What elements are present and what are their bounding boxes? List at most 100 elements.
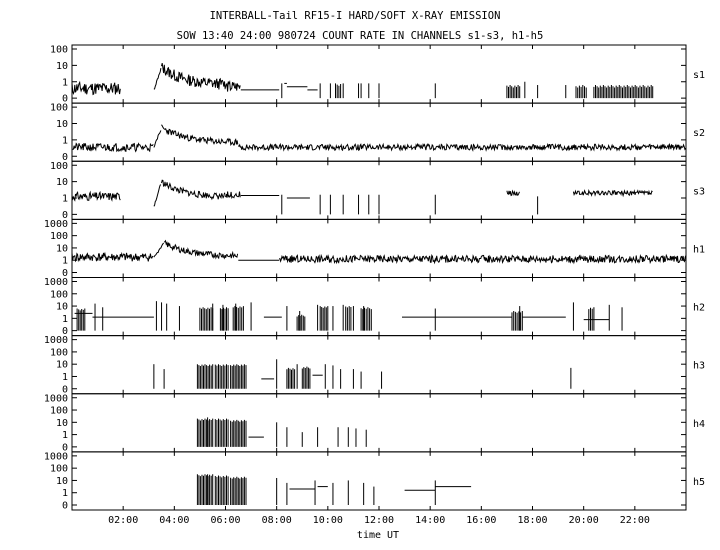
series-trace-s1 [161, 62, 226, 90]
y-tick-label: 1 [62, 135, 68, 146]
burst-block-h2 [588, 307, 595, 331]
y-tick-label: 0 [62, 152, 68, 163]
series-trace-s1 [71, 80, 121, 96]
series-trace-s3 [225, 191, 241, 200]
series-trace-s3 [71, 190, 121, 202]
x-tick-label: 02:00 [108, 515, 138, 526]
y-tick-label: 0 [62, 442, 68, 453]
panel-frame [71, 218, 687, 278]
y-tick-label: 1 [62, 488, 68, 499]
panel-frame [71, 451, 687, 511]
panel-name: s3 [693, 186, 705, 197]
y-tick-label: 100 [50, 231, 68, 242]
x-tick-label: 18:00 [517, 515, 547, 526]
burst-block-h3 [286, 367, 296, 389]
panel-name: h4 [693, 419, 705, 430]
series-trace-s1 [153, 68, 162, 90]
y-tick-label: 1000 [44, 335, 68, 346]
y-tick-label: 1 [62, 372, 68, 383]
y-tick-label: 1000 [44, 393, 68, 404]
burst-block-h4 [214, 418, 229, 447]
x-tick-label: 20:00 [569, 515, 599, 526]
x-tick-label: 12:00 [364, 515, 394, 526]
y-tick-label: 1000 [44, 219, 68, 230]
burst-block-h2 [296, 314, 306, 331]
chart-title: INTERBALL-Tail RF15-I HARD/SOFT X-RAY EM… [210, 10, 501, 22]
y-tick-label: 100 [50, 103, 68, 114]
y-tick-label: 10 [56, 418, 68, 429]
burst-block-h4 [230, 419, 247, 447]
y-tick-label: 10 [56, 360, 68, 371]
panel-frame [71, 102, 687, 162]
series-trace-s2 [237, 142, 687, 152]
y-tick-label: 0 [62, 94, 68, 105]
burst-block-h3 [196, 364, 214, 389]
series-trace-s2 [153, 130, 162, 148]
y-tick-label: 1 [62, 77, 68, 88]
burst-block-s1 [575, 85, 587, 99]
burst-block-s1 [506, 85, 521, 99]
y-tick-label: 100 [50, 161, 68, 172]
y-tick-label: 0 [62, 384, 68, 395]
burst-block-h5 [214, 475, 229, 505]
series-trace-s1 [225, 79, 241, 92]
x-axis: 02:00 04:00 06:00 08:00 10:00 12:00 14:00 16:00… [108, 515, 650, 526]
panel-name: s1 [693, 70, 705, 81]
x-tick-label: 04:00 [159, 515, 189, 526]
burst-block-h2 [360, 307, 372, 331]
chart-subtitle: SOW 13:40 24:00 980724 COUNT RATE IN CHA… [177, 30, 544, 42]
y-tick-label: 1 [62, 256, 68, 267]
panel-name: h5 [693, 477, 705, 488]
y-tick-label: 0 [62, 210, 68, 221]
y-tick-label: 100 [50, 464, 68, 475]
series-trace-s2 [71, 142, 154, 153]
burst-block-h3 [214, 364, 229, 389]
panel-name: h3 [693, 361, 705, 372]
burst-block-h2 [199, 307, 214, 331]
series-trace-s2 [161, 124, 239, 147]
panel-s2: 0 1 10 100 s2 [50, 102, 705, 163]
y-tick-label: 100 [50, 289, 68, 300]
panel-s1: 0 1 10 100 s1 [50, 44, 705, 105]
burst-block-h3 [230, 364, 247, 389]
series-trace-h1 [163, 239, 239, 260]
y-tick-label: 0 [62, 501, 68, 512]
burst-block-h3 [301, 366, 311, 389]
y-tick-label: 1 [62, 430, 68, 441]
series-trace-h1 [71, 251, 154, 263]
x-axis-label: time UT [357, 530, 399, 541]
y-tick-label: 10 [56, 302, 68, 313]
panel-name: h2 [693, 303, 705, 314]
burst-block-s1 [335, 83, 342, 99]
x-tick-label: 16:00 [466, 515, 496, 526]
y-tick-label: 1000 [44, 451, 68, 462]
burst-block-h2 [319, 306, 329, 331]
series-trace-h1 [278, 253, 687, 265]
panel-stack: 0110100s10110100s20110100s301101001000h1… [44, 44, 705, 512]
burst-block-h2 [232, 306, 244, 331]
y-tick-label: 10 [56, 243, 68, 254]
series-trace-s3 [506, 189, 520, 197]
y-tick-label: 1000 [44, 277, 68, 288]
panel-name: h1 [693, 244, 705, 255]
burst-block-h2 [345, 306, 352, 331]
panel-frame [71, 393, 687, 453]
y-tick-label: 0 [62, 268, 68, 279]
burst-block-h2 [219, 307, 229, 331]
y-tick-label: 10 [56, 119, 68, 130]
series-trace-h1 [153, 242, 165, 258]
burst-block-h4 [196, 418, 214, 447]
x-tick-label: 06:00 [210, 515, 240, 526]
panel-name: s2 [693, 128, 705, 139]
burst-block-h5 [230, 476, 247, 505]
x-tick-label: 22:00 [620, 515, 650, 526]
y-tick-label: 1 [62, 194, 68, 205]
series-trace-s3 [153, 184, 162, 207]
y-tick-label: 100 [50, 45, 68, 56]
